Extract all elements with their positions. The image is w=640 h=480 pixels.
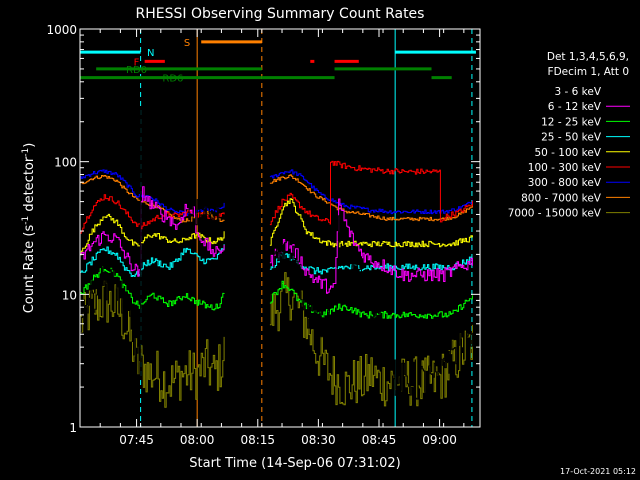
x-axis: 07:45 08:00 08:15 08:30 08:45 09:00 — [99, 29, 465, 447]
x-tick-label-4: 08:45 — [362, 433, 397, 447]
y-tick-label-1: 10 — [62, 288, 77, 302]
flag-label-f: F — [134, 57, 140, 68]
legend-label-1: 6 - 12 keV — [548, 101, 602, 113]
flag-label-rd0: RD0 — [126, 65, 147, 76]
plot-frame — [79, 28, 481, 428]
legend-label-3: 25 - 50 keV — [541, 132, 602, 144]
y-axis-label-main: Count Rate (s — [22, 225, 37, 314]
y-axis-label: Count Rate (s-1 detector-1) — [21, 143, 37, 314]
x-tick-label-0: 07:45 — [119, 433, 154, 447]
legend-label-5: 100 - 300 keV — [528, 162, 602, 174]
legend-label-8: 7000 - 15000 keV — [508, 208, 602, 220]
y-axis-label-sup2: -1 — [21, 148, 31, 157]
legend: Det 1,3,4,5,6,9, FDecim 1, Att 0 3 - 6 k… — [508, 51, 630, 220]
series-line-2 — [80, 266, 473, 319]
y-axis-label-close: ) — [22, 143, 37, 148]
y-axis-label-sup: -1 — [21, 216, 31, 225]
legend-label-0: 3 - 6 keV — [554, 86, 601, 98]
y-axis: 1 10 100 1000 — [46, 23, 480, 435]
legend-header-detectors: Det 1,3,4,5,6,9, — [547, 51, 629, 63]
generation-timestamp: 17-Oct-2021 05:12 — [560, 467, 636, 476]
legend-label-6: 300 - 800 keV — [528, 177, 602, 189]
x-tick-label-2: 08:15 — [240, 433, 275, 447]
y-axis-label-rest: detector — [22, 156, 37, 216]
y-tick-label-2: 100 — [54, 156, 77, 170]
x-tick-label-1: 08:00 — [180, 433, 215, 447]
flag-label-n: N — [147, 48, 154, 59]
y-tick-label-0: 1 — [69, 421, 77, 435]
series-line-1 — [80, 186, 473, 294]
series-line-4 — [80, 198, 473, 256]
x-axis-label: Start Time (14-Sep-06 07:31:02) — [189, 456, 400, 471]
legend-label-4: 50 - 100 keV — [534, 147, 601, 159]
chart-title: RHESSI Observing Summary Count Rates — [136, 6, 425, 22]
legend-header-decimation: FDecim 1, Att 0 — [548, 66, 629, 78]
x-tick-label-3: 08:30 — [301, 433, 336, 447]
x-tick-label-5: 09:00 — [422, 433, 457, 447]
flag-label-s: S — [184, 38, 190, 49]
flag-label-rd6: RD6 — [162, 74, 183, 85]
legend-label-7: 800 - 7000 keV — [521, 192, 602, 204]
series-lines — [80, 99, 473, 408]
series-line-6 — [80, 169, 473, 216]
series-line-0 — [80, 99, 473, 400]
legend-label-2: 12 - 25 keV — [541, 116, 602, 128]
y-tick-label-3: 1000 — [46, 23, 77, 37]
